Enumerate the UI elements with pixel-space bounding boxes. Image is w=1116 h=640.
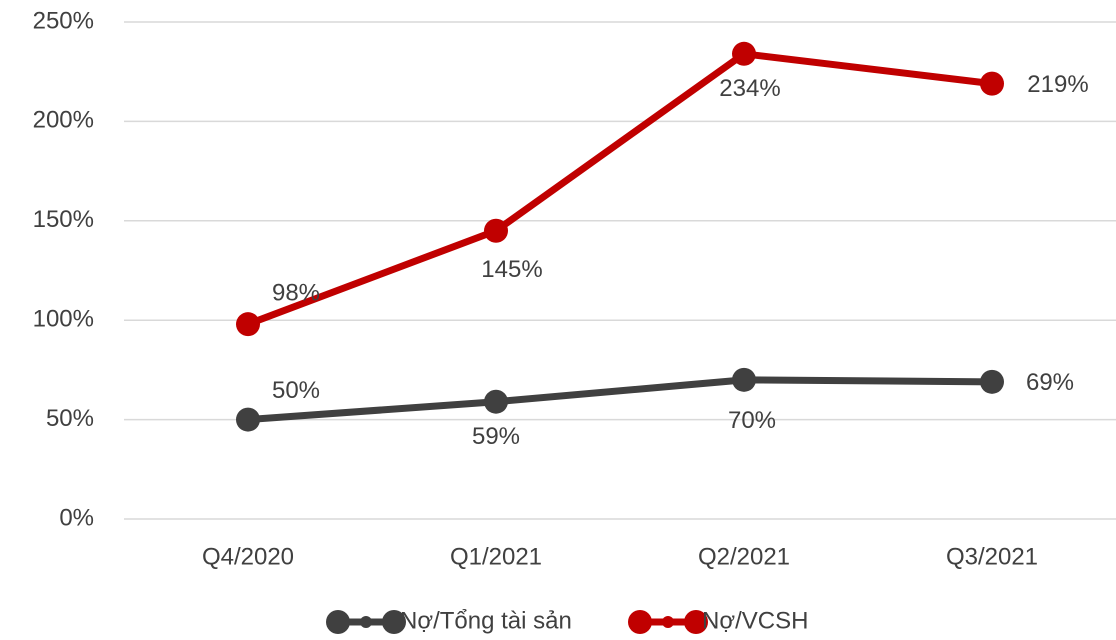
- legend-marker: [360, 616, 372, 628]
- y-tick-label: 100%: [33, 306, 94, 333]
- y-tick-label: 150%: [33, 206, 94, 233]
- data-point: [484, 389, 508, 414]
- legend-marker: [382, 610, 406, 634]
- data-label: 59%: [472, 423, 520, 450]
- y-tick-label: 50%: [46, 405, 94, 432]
- legend-marker: [662, 616, 674, 628]
- y-tick-label: 200%: [33, 107, 94, 134]
- data-label: 50%: [272, 377, 320, 404]
- data-point: [484, 218, 508, 243]
- data-label: 98%: [272, 280, 320, 307]
- data-label: 219%: [1027, 71, 1088, 98]
- series-line: [247, 376, 993, 424]
- data-label: 69%: [1026, 369, 1074, 396]
- legend-label: Nợ/Tổng tài sản: [400, 607, 572, 634]
- data-label: 70%: [728, 407, 776, 434]
- series-line: [246, 50, 993, 328]
- x-tick-label: Q3/2021: [946, 543, 1038, 570]
- y-tick-label: 250%: [33, 7, 94, 34]
- legend-label: Nợ/VCSH: [702, 607, 808, 634]
- legend-marker: [628, 610, 652, 634]
- legend-marker: [684, 610, 708, 634]
- data-point: [732, 41, 756, 66]
- x-tick-label: Q4/2020: [202, 543, 294, 570]
- data-point: [236, 407, 260, 432]
- legend-marker: [326, 610, 350, 634]
- data-point: [980, 369, 1004, 394]
- data-point: [732, 367, 756, 392]
- data-label: 145%: [481, 256, 542, 283]
- data-label: 234%: [719, 75, 780, 102]
- x-tick-label: Q2/2021: [698, 543, 790, 570]
- x-tick-label: Q1/2021: [450, 543, 542, 570]
- data-point: [236, 312, 260, 337]
- data-point: [980, 71, 1004, 96]
- y-tick-label: 0%: [59, 504, 94, 531]
